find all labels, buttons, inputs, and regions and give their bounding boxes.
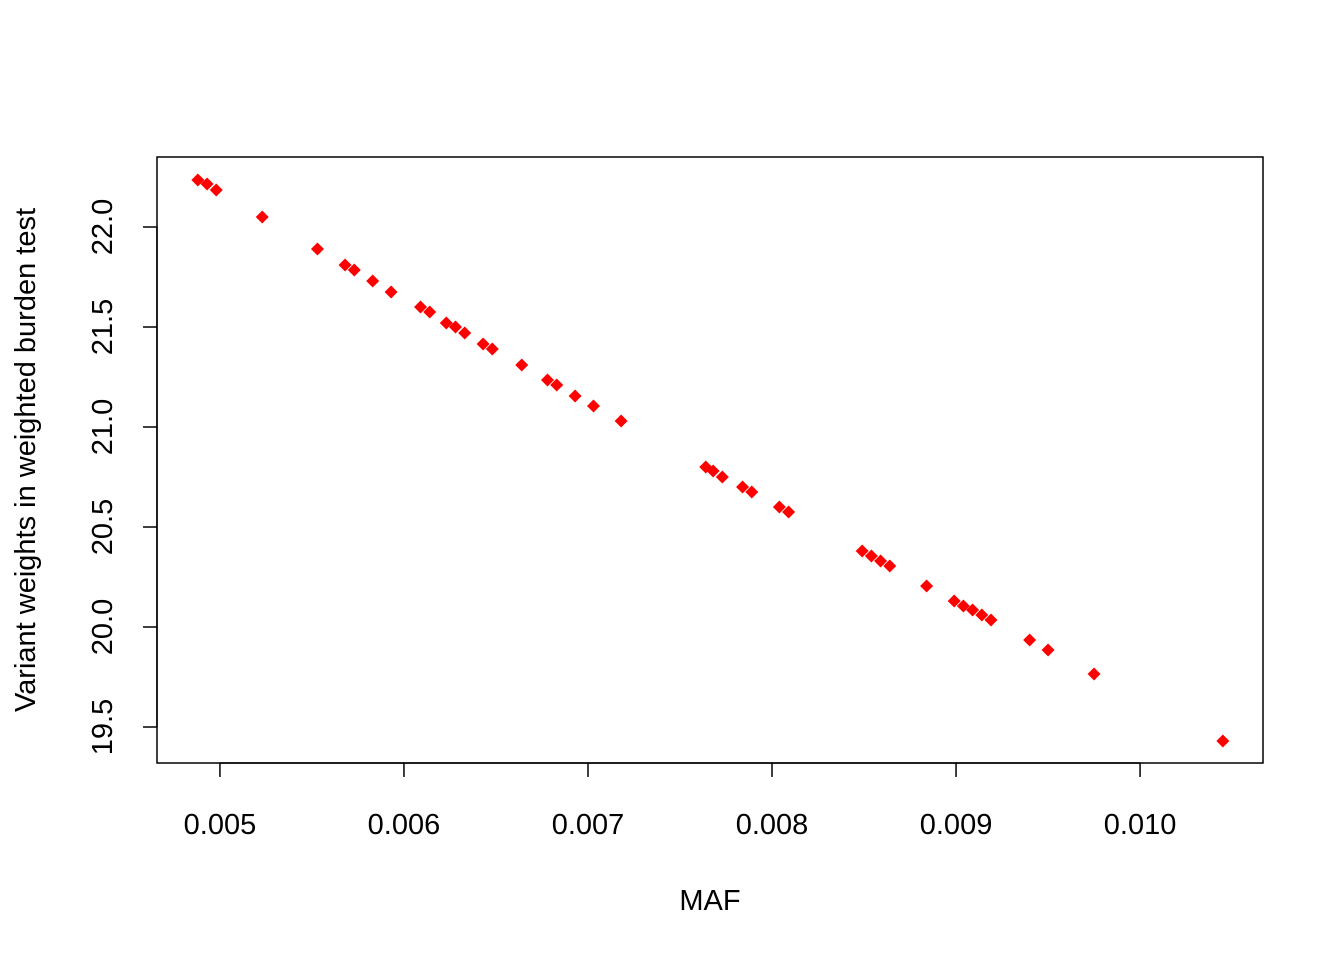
x-axis-label: MAF (679, 885, 740, 917)
y-axis-label: Variant weights in weighted burden test (10, 208, 42, 712)
y-tick-label: 20.5 (87, 499, 119, 555)
x-tick-label: 0.008 (736, 809, 809, 841)
x-tick-label: 0.009 (920, 809, 993, 841)
point (568, 389, 582, 403)
x-tick-label: 0.010 (1104, 809, 1177, 841)
y-tick-label: 21.5 (87, 299, 119, 355)
point (947, 594, 961, 608)
x-tick-label: 0.005 (184, 809, 257, 841)
point (706, 464, 720, 478)
point (782, 505, 796, 519)
point (414, 300, 428, 314)
point (966, 603, 980, 617)
point (1023, 633, 1037, 647)
point (458, 326, 472, 340)
point (855, 544, 869, 558)
point (920, 579, 934, 593)
point (515, 358, 529, 372)
point (439, 316, 453, 330)
point (1087, 667, 1101, 681)
point (541, 373, 555, 387)
point (200, 177, 214, 191)
point (1216, 734, 1230, 748)
point (874, 554, 888, 568)
point (384, 285, 398, 299)
point (772, 500, 786, 514)
point (1041, 643, 1055, 657)
point (745, 485, 759, 499)
point (715, 470, 729, 484)
point (338, 258, 352, 272)
point (975, 608, 989, 622)
point (883, 559, 897, 573)
point (736, 480, 750, 494)
point (614, 414, 628, 428)
point (209, 183, 223, 197)
point (476, 337, 490, 351)
point (550, 378, 564, 392)
point (366, 274, 380, 288)
y-tick-label: 20.0 (87, 599, 119, 655)
point (956, 599, 970, 613)
point (310, 242, 324, 256)
point (448, 320, 462, 334)
point (347, 263, 361, 277)
x-tick-label: 0.007 (552, 809, 625, 841)
point (587, 399, 601, 413)
y-tick-label: 19.5 (87, 699, 119, 755)
point (485, 342, 499, 356)
x-tick-label: 0.006 (368, 809, 441, 841)
point (864, 549, 878, 563)
point (255, 210, 269, 224)
point (984, 613, 998, 627)
y-tick-label: 22.0 (87, 199, 119, 255)
y-tick-label: 21.0 (87, 399, 119, 455)
point (191, 173, 205, 187)
point (423, 305, 437, 319)
